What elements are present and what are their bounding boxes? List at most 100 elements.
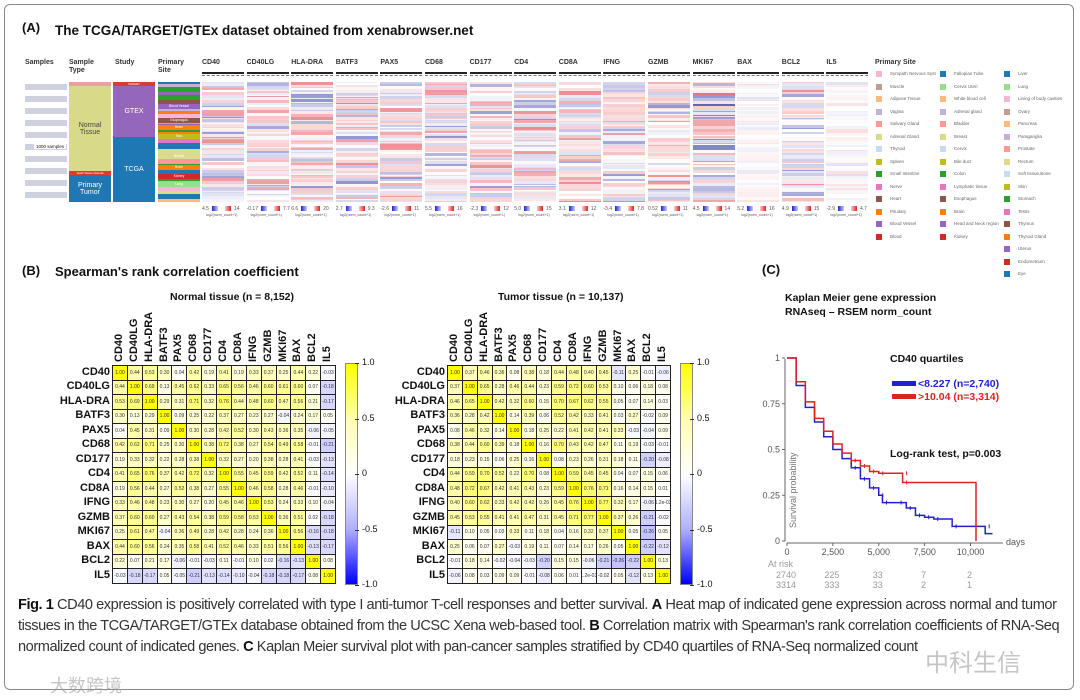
legend-label: Skin — [1018, 183, 1027, 189]
expression-stripe — [558, 98, 601, 101]
expression-stripe — [781, 97, 824, 100]
site-stripe — [158, 149, 200, 152]
gene-axis — [514, 72, 557, 76]
expression-stripe — [648, 156, 690, 157]
gene-axis — [781, 72, 824, 76]
tcga-block: TCGA — [113, 137, 155, 202]
expression-stripe — [781, 118, 824, 119]
expression-stripe — [781, 165, 824, 168]
gene-column — [246, 82, 289, 202]
expression-stripe — [425, 108, 467, 111]
expression-stripe — [380, 82, 423, 84]
colorbar-tick — [355, 474, 359, 475]
expression-stripe — [558, 94, 601, 95]
expression-stripe — [603, 183, 646, 186]
expression-stripe — [335, 171, 378, 173]
expression-stripe — [335, 115, 378, 117]
expression-stripe — [291, 158, 334, 159]
expression-stripe — [781, 82, 824, 83]
red-swatch — [804, 206, 811, 212]
expression-stripe — [826, 95, 869, 97]
legend-swatch — [876, 208, 882, 215]
expression-stripe — [826, 190, 869, 192]
expression-stripe — [648, 101, 690, 102]
expression-stripe — [826, 171, 869, 174]
expression-stripe — [648, 103, 690, 105]
expression-stripe — [558, 91, 601, 94]
expression-stripe — [291, 147, 334, 148]
legend-label: Adipose Tissue — [890, 96, 921, 102]
range-max: 7.7 — [283, 206, 290, 212]
caption-c: C — [243, 639, 254, 655]
expression-stripe — [380, 117, 423, 120]
primary-tumor-block: Primary Tumor — [69, 175, 111, 202]
target-block: TARGET — [113, 82, 155, 86]
gene-range-legend: 5.0 15 — [514, 206, 556, 212]
range-min: 4.5 — [692, 206, 700, 212]
row-label: BAX — [86, 539, 110, 552]
legend-item: Breast — [940, 133, 967, 140]
legend-swatch — [876, 196, 882, 202]
expression-stripe — [648, 190, 690, 192]
expression-stripe — [425, 95, 467, 98]
expression-stripe — [291, 111, 334, 114]
expression-stripe — [603, 141, 646, 144]
caption-fig-label: Fig. 1 — [18, 597, 54, 613]
expression-stripe — [246, 160, 289, 162]
expression-stripe — [737, 189, 780, 192]
expression-stripe — [603, 82, 646, 85]
expression-stripe — [335, 200, 378, 202]
gene-column — [781, 82, 824, 202]
expression-stripe — [246, 190, 289, 191]
expression-stripe — [380, 176, 423, 177]
expression-stripe — [380, 177, 423, 179]
gene-column — [291, 82, 334, 202]
expression-stripe — [692, 90, 735, 93]
expression-stripe — [469, 177, 512, 180]
normal-tissue-title: Normal tissue (n = 8,152) — [170, 291, 295, 303]
expression-stripe — [781, 111, 824, 112]
expression-stripe — [692, 111, 735, 112]
gene-header: CD40LG — [246, 59, 275, 66]
legend-label: Brain — [954, 208, 965, 214]
legend-item: Testis — [1004, 208, 1030, 215]
gene-header: BATF3 — [335, 59, 358, 66]
expression-stripe — [469, 91, 512, 93]
gene-header: MKI67 — [692, 59, 714, 66]
expression-stripe — [335, 110, 378, 113]
expression-stripe — [514, 151, 557, 152]
expression-stripe — [558, 140, 601, 141]
expression-stripe — [737, 149, 780, 152]
expression-stripe — [514, 108, 557, 111]
expression-stripe — [603, 194, 646, 196]
expression-stripe — [603, 121, 646, 122]
expression-stripe — [425, 111, 467, 112]
expression-stripe — [202, 118, 244, 119]
legend-label: Testis — [1018, 208, 1030, 214]
correlation-cell: 1.00 — [320, 568, 337, 584]
expression-stripe — [648, 115, 690, 118]
expression-stripe — [469, 101, 512, 102]
expression-stripe — [425, 92, 467, 95]
legend-label: Paraganglia — [1018, 133, 1043, 139]
expression-stripe — [603, 149, 646, 150]
range-min: 5.5 — [425, 206, 432, 212]
expression-stripe — [737, 84, 780, 85]
expression-stripe — [648, 185, 690, 188]
site-stripe — [158, 191, 200, 194]
expression-stripe — [648, 120, 690, 121]
legend-swatch — [940, 158, 946, 165]
expression-stripe — [469, 143, 512, 144]
expression-stripe — [335, 127, 378, 128]
legend-label: Blood — [890, 233, 902, 239]
expression-stripe — [291, 161, 334, 163]
expression-stripe — [335, 151, 378, 153]
site-stripe — [158, 92, 200, 95]
legend-label: Vagina — [890, 108, 904, 114]
site-stripe — [158, 143, 200, 149]
expression-stripe — [246, 186, 289, 187]
expression-stripe — [737, 93, 780, 94]
expression-stripe — [692, 189, 735, 191]
expression-stripe — [692, 186, 735, 189]
expression-stripe — [380, 150, 423, 152]
